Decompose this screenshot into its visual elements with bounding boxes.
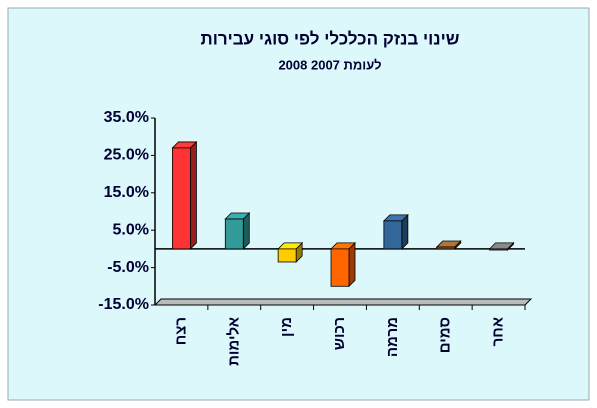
- floor: [153, 298, 533, 306]
- x-tick-label: אחר: [490, 317, 507, 346]
- x-tick-label: מין: [278, 317, 295, 337]
- chart-subtitle: 2008 לעומת 2007: [278, 57, 381, 72]
- bar: [172, 147, 191, 250]
- y-tick-label: 15.0%: [104, 184, 149, 201]
- bar: [489, 248, 508, 251]
- y-tick-label: 35.0%: [104, 109, 149, 126]
- bar: [224, 218, 244, 250]
- y-tick-label: 25.0%: [104, 147, 149, 164]
- bar-side: [190, 140, 197, 250]
- x-tick-label: סמים: [437, 317, 454, 353]
- bar: [277, 248, 297, 263]
- chart-background: [7, 7, 590, 401]
- y-tick-label: 5.0%: [113, 221, 149, 238]
- x-tick-label: רכוש: [331, 317, 348, 350]
- x-tick-label: רצח: [172, 317, 189, 345]
- bar: [330, 248, 350, 287]
- bar: [383, 220, 403, 250]
- x-tick-label: אלימות: [225, 317, 242, 366]
- bar-side: [348, 241, 356, 288]
- chart-title: שינוי בנזק הכלכלי לפי סוגי עבירות: [201, 29, 460, 48]
- x-tick-label: מרמה: [384, 317, 401, 357]
- y-tick-label: -15.0%: [98, 296, 149, 313]
- bar: [436, 246, 456, 250]
- y-tick-label: -5.0%: [107, 259, 149, 276]
